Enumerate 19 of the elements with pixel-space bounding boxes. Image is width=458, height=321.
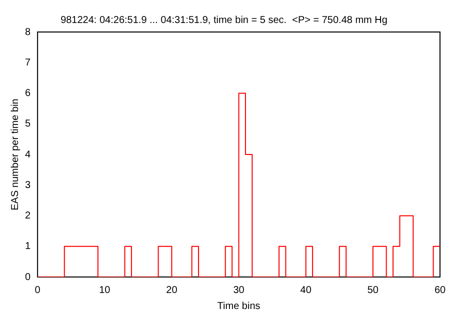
y-tick-label: 4 xyxy=(25,149,31,160)
y-tick-label: 2 xyxy=(25,210,31,222)
x-tick-label: 0 xyxy=(34,284,41,296)
y-tick-label: 8 xyxy=(25,26,31,38)
x-tick-label: 50 xyxy=(367,284,379,296)
x-tick-label: 40 xyxy=(300,284,312,296)
y-axis-title: EAS number per time bin xyxy=(10,98,21,210)
y-tick-label: 3 xyxy=(25,180,31,191)
x-tick-label: 30 xyxy=(233,284,245,296)
y-tick-label: 7 xyxy=(25,57,31,68)
x-tick-label: 60 xyxy=(434,284,446,296)
y-tick-label: 5 xyxy=(25,118,31,130)
x-tick-label: 10 xyxy=(99,284,111,296)
y-tick-label: 1 xyxy=(25,241,31,252)
x-axis-title: Time bins xyxy=(217,300,260,312)
y-tick-label: 6 xyxy=(25,88,31,99)
x-tick-label: 20 xyxy=(166,284,178,296)
y-tick-label: 0 xyxy=(25,272,31,283)
chart-title: 981224: 04:26:51.9 ... 04:31:51.9, time bin = 5 sec. <P> = 750.48 mm Hg xyxy=(60,14,388,26)
